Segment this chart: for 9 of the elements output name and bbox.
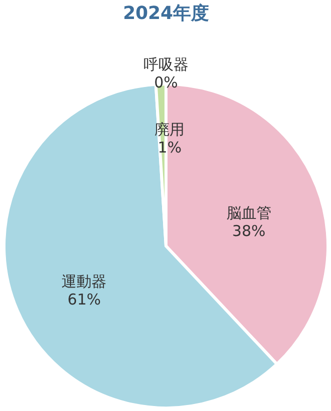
data-label: 38% [232, 222, 266, 240]
text: 0% [154, 74, 178, 92]
slice-label: 脳血管 [226, 204, 272, 222]
category-label: 呼吸器 [144, 56, 188, 74]
data-label: 61% [68, 290, 101, 308]
data-label: 1% [158, 138, 182, 156]
chart-title: 2024年度 [122, 3, 210, 24]
slice-label: 運動器 [62, 272, 107, 290]
slice-label: 廃用 [154, 120, 185, 138]
